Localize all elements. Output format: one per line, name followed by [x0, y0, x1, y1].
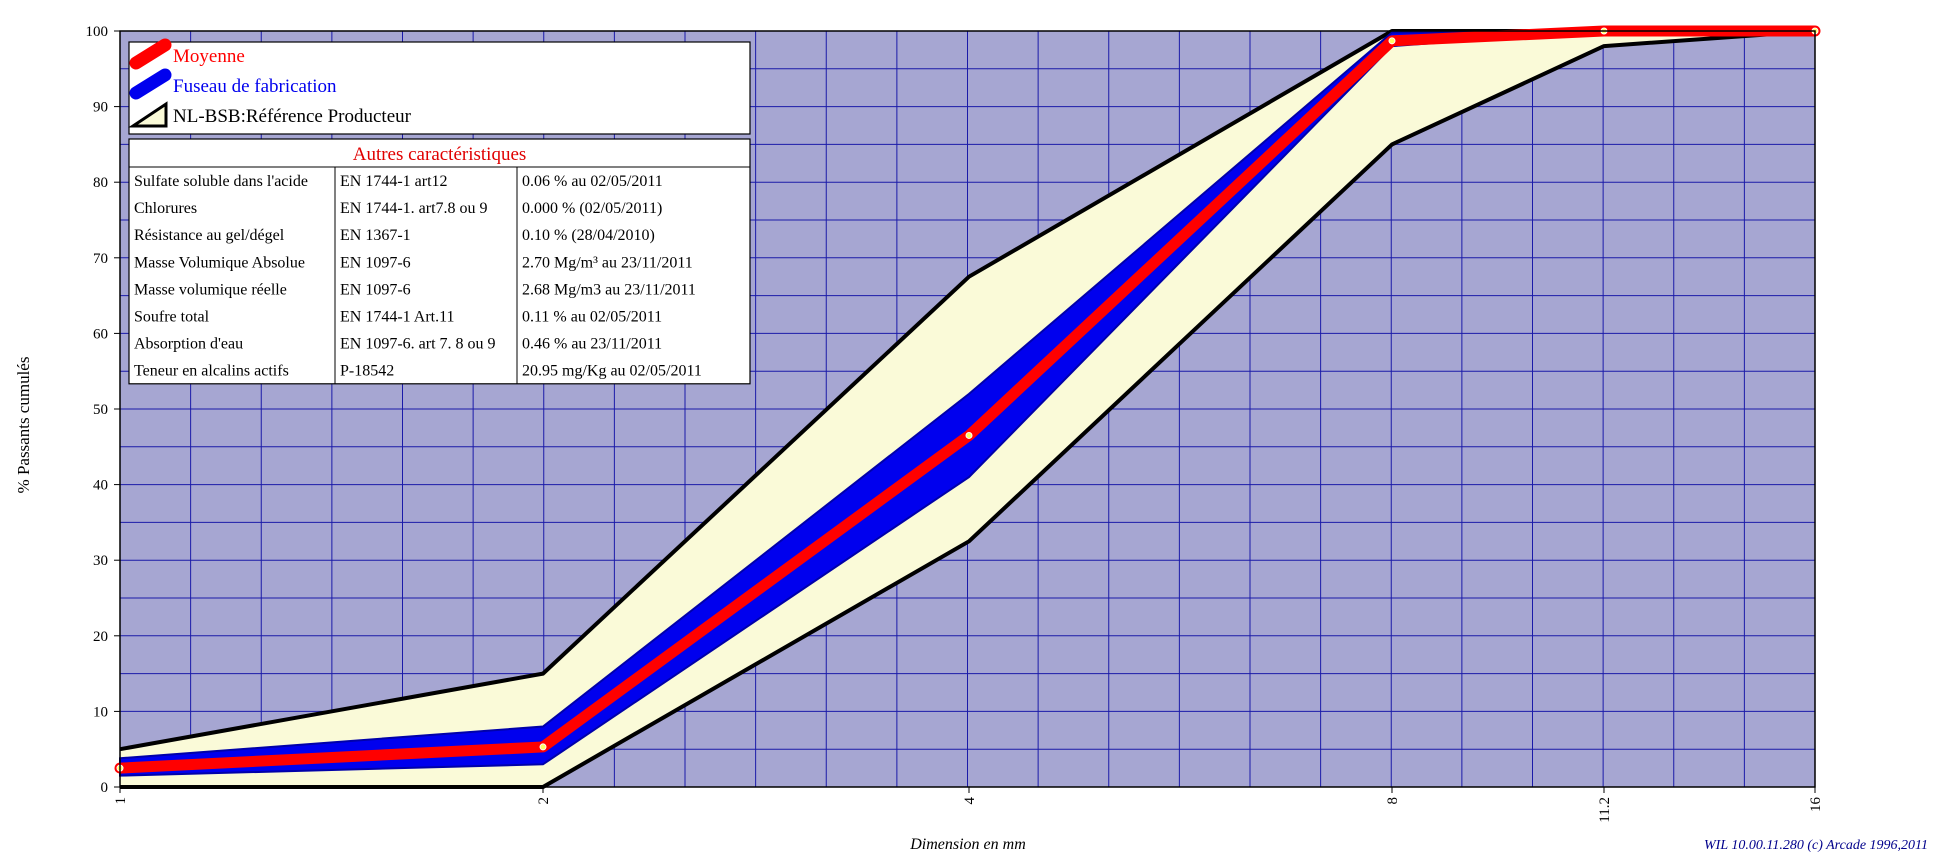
- table-cell: 0.11 % au 02/05/2011: [522, 309, 662, 326]
- y-tick-label: 30: [93, 553, 108, 569]
- table-cell: EN 1744-1 art12: [340, 173, 448, 190]
- table-cell: 0.10 % (28/04/2010): [522, 227, 655, 244]
- table-cell: EN 1744-1. art7.8 ou 9: [340, 200, 488, 217]
- y-tick-label: 100: [86, 24, 109, 40]
- y-tick-label: 0: [101, 780, 109, 796]
- y-axis-ticks: 0 10 20 30 40 50 60 70 80 90 100: [86, 24, 120, 796]
- x-tick-label: 4: [962, 797, 978, 805]
- table-cell: Absorption d'eau: [134, 336, 243, 353]
- table-box: [128, 138, 751, 385]
- legend-box: [128, 41, 751, 135]
- table-cell: 2.68 Mg/m3 au 23/11/2011: [522, 281, 696, 298]
- x-axis-title: Dimension en mm: [909, 836, 1026, 853]
- x-tick-label: 2: [536, 797, 552, 805]
- table-cell: Teneur en alcalins actifs: [134, 363, 289, 380]
- table-cell: Masse volumique réelle: [134, 281, 287, 298]
- y-tick-label: 80: [93, 175, 108, 191]
- table-cell: EN 1097-6: [340, 281, 411, 298]
- y-tick-label: 60: [93, 326, 108, 342]
- legend: Moyenne Fuseau de fabrication NL-BSB:Référ…: [128, 38, 751, 135]
- legend-swatch-reference: [128, 101, 168, 128]
- x-axis-ticks: 1 2 4 8 11.2 16: [113, 787, 1824, 823]
- table-cell: EN 1367-1: [340, 227, 411, 244]
- y-tick-label: 70: [93, 251, 108, 267]
- table-cell: 0.000 % (02/05/2011): [522, 200, 662, 217]
- mean-point: [1388, 37, 1396, 45]
- y-axis-title: % Passants cumulés: [14, 357, 33, 494]
- legend-label: NL-BSB:Référence Producteur: [173, 106, 412, 127]
- table-cell: Masse Volumique Absolue: [134, 254, 305, 271]
- table-cell: Résistance au gel/dégel: [134, 227, 285, 244]
- y-tick-label: 90: [93, 100, 108, 116]
- y-tick-label: 20: [93, 629, 108, 645]
- table-cell: Soufre total: [134, 309, 210, 326]
- y-tick-label: 10: [93, 704, 108, 720]
- legend-label: Moyenne: [173, 46, 245, 67]
- x-tick-label: 8: [1385, 797, 1401, 805]
- legend-label: Fuseau de fabrication: [173, 76, 337, 97]
- table-cell: 0.46 % au 23/11/2011: [522, 336, 662, 353]
- x-tick-label: 11.2: [1597, 797, 1613, 823]
- table-cell: Chlorures: [134, 200, 197, 217]
- table-cell: 20.95 mg/Kg au 02/05/2011: [522, 363, 702, 380]
- x-tick-label: 16: [1808, 797, 1824, 813]
- table-cell: P-18542: [340, 363, 394, 380]
- characteristics-table: Autres caractéristiques Sulfate soluble d…: [128, 138, 751, 385]
- table-cell: EN 1097-6: [340, 254, 411, 271]
- mean-point: [965, 431, 973, 439]
- y-tick-label: 50: [93, 402, 108, 418]
- table-cell: Sulfate soluble dans l'acide: [134, 173, 308, 190]
- copyright-text: WIL 10.00.11.280 (c) Arcade 1996,2011: [1704, 838, 1928, 853]
- table-title: Autres caractéristiques: [353, 144, 527, 165]
- table-cell: EN 1097-6. art 7. 8 ou 9: [340, 336, 496, 353]
- legend-swatch-mean: [129, 38, 172, 70]
- x-tick-label: 1: [113, 797, 129, 805]
- legend-swatch-band: [129, 68, 172, 100]
- mean-point: [539, 743, 547, 751]
- y-tick-label: 40: [93, 478, 108, 494]
- table-cell: 0.06 % au 02/05/2011: [522, 173, 663, 190]
- table-cell: EN 1744-1 Art.11: [340, 309, 455, 326]
- table-cell: 2.70 Mg/m³ au 23/11/2011: [522, 254, 693, 271]
